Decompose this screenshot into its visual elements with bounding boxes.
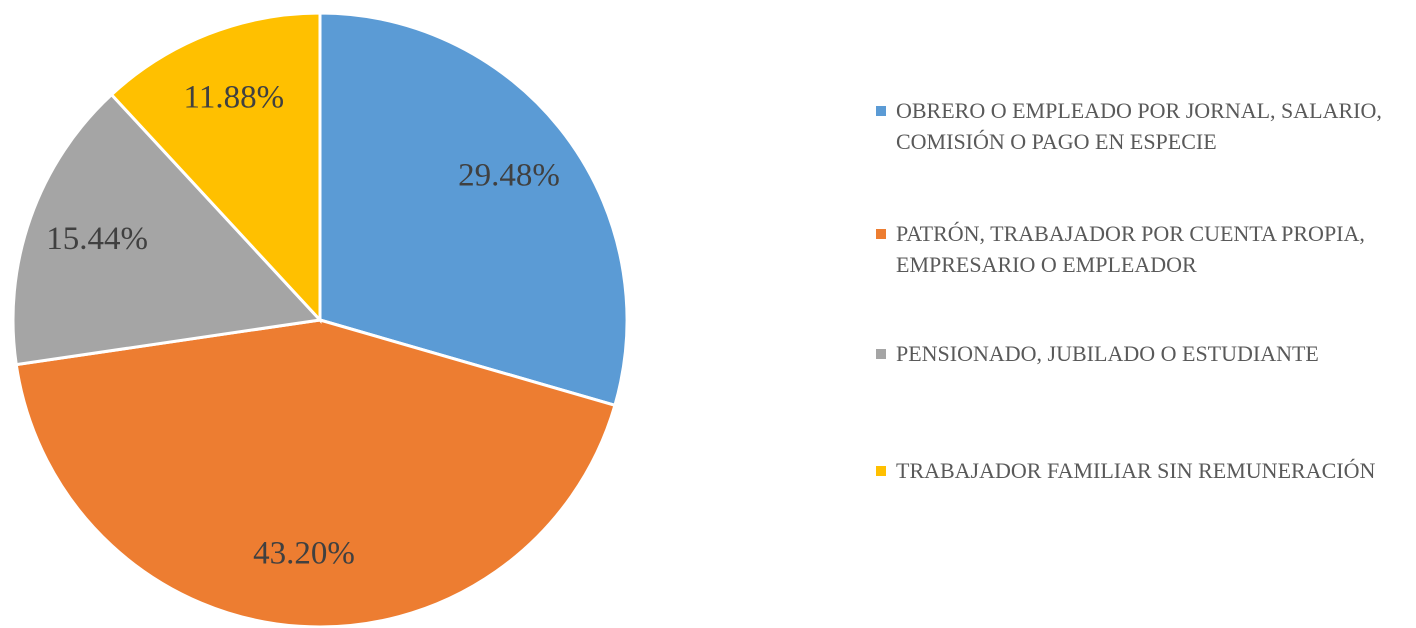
- pie-slice: [11, 92, 324, 367]
- pie-slice: [318, 11, 629, 408]
- legend-swatch: [876, 106, 886, 116]
- data-label: 11.88%: [184, 79, 285, 115]
- legend-label: OBRERO O EMPLEADO POR JORNAL, SALARIO, C…: [896, 98, 1382, 154]
- pie-area: 29.48% 43.20% 15.44% 11.88%: [11, 11, 629, 628]
- legend-entry: PATRÓN, TRABAJADOR POR CUENTA PROPIA, EM…: [876, 218, 1416, 280]
- data-label: 15.44%: [46, 221, 148, 257]
- pie-slice: [109, 11, 322, 324]
- legend-entry: PENSIONADO, JUBILADO O ESTUDIANTE: [876, 338, 1416, 369]
- legend-label: PENSIONADO, JUBILADO O ESTUDIANTE: [896, 341, 1319, 366]
- pie-slice: [14, 318, 617, 628]
- legend-swatch: [876, 466, 886, 476]
- data-label: 29.48%: [458, 158, 560, 194]
- legend-swatch: [876, 349, 886, 359]
- legend-label: PATRÓN, TRABAJADOR POR CUENTA PROPIA, EM…: [896, 221, 1365, 277]
- legend-entry: OBRERO O EMPLEADO POR JORNAL, SALARIO, C…: [876, 95, 1416, 157]
- legend-swatch: [876, 229, 886, 239]
- legend-entry: TRABAJADOR FAMILIAR SIN REMUNERACIÓN: [876, 455, 1416, 486]
- legend-label: TRABAJADOR FAMILIAR SIN REMUNERACIÓN: [896, 458, 1376, 483]
- data-label: 43.20%: [253, 535, 355, 571]
